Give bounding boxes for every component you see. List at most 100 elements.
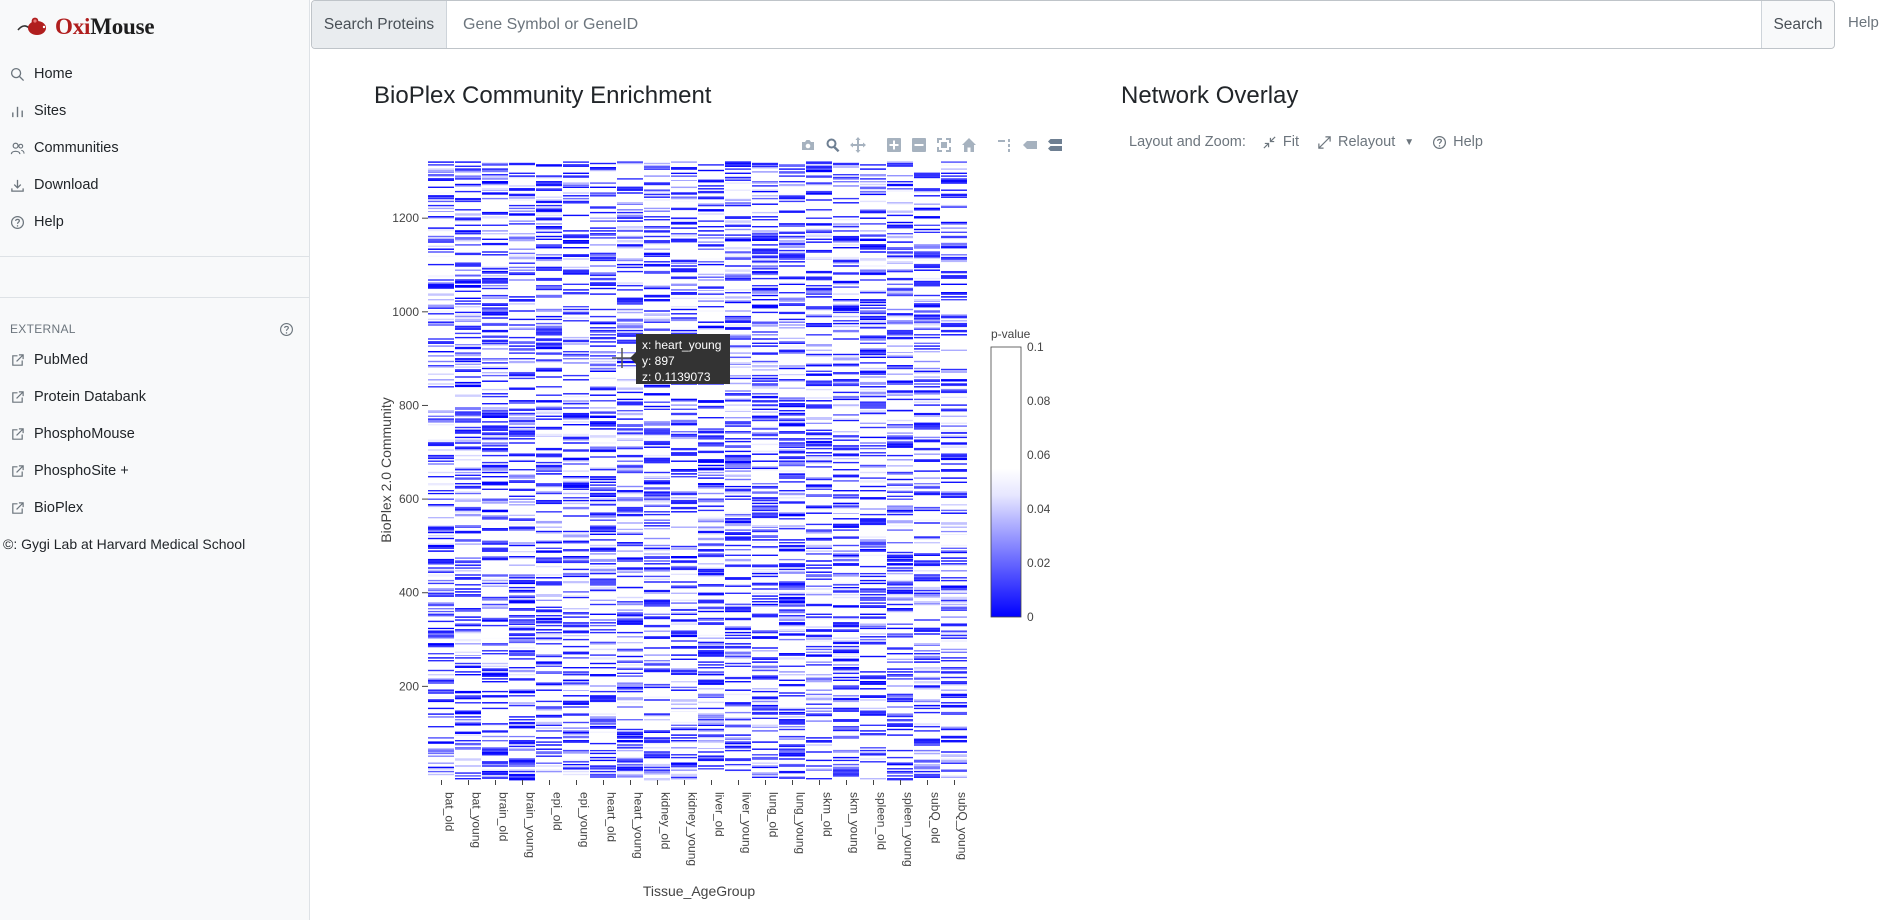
heatmap-cell bbox=[833, 363, 859, 365]
heatmap-cell bbox=[941, 162, 967, 166]
zoom-in-icon[interactable] bbox=[884, 135, 904, 155]
heatmap-cell bbox=[617, 297, 643, 300]
heatmap-cell bbox=[644, 713, 670, 715]
heatmap-cell bbox=[536, 643, 562, 645]
heatmap-cell bbox=[833, 365, 859, 367]
spike-lines-icon[interactable] bbox=[995, 135, 1015, 155]
heatmap-cell bbox=[617, 686, 643, 689]
top-help-link[interactable]: Help bbox=[1848, 14, 1879, 31]
heatmap-cell bbox=[536, 400, 562, 403]
heatmap-cell bbox=[455, 719, 481, 721]
network-help-button[interactable]: Help bbox=[1432, 134, 1483, 150]
heatmap-cell bbox=[428, 544, 454, 548]
heatmap-cell bbox=[428, 202, 454, 205]
nav-communities[interactable]: Communities bbox=[10, 134, 119, 162]
heatmap-cell bbox=[455, 638, 481, 642]
external-link-phosphosite[interactable]: PhosphoSite + bbox=[10, 457, 129, 485]
heatmap-cell bbox=[941, 276, 967, 279]
heatmap-cell bbox=[536, 484, 562, 486]
heatmap-cell bbox=[806, 530, 832, 533]
heatmap-cell bbox=[617, 324, 643, 327]
heatmap-cell bbox=[482, 307, 508, 309]
heatmap-cell bbox=[644, 544, 670, 547]
camera-icon[interactable] bbox=[798, 135, 818, 155]
heatmap-cell bbox=[887, 224, 913, 226]
heatmap-cell bbox=[725, 665, 751, 667]
heatmap-cell bbox=[644, 522, 670, 524]
heatmap-cell bbox=[617, 542, 643, 544]
heatmap-cell bbox=[887, 678, 913, 680]
heatmap-cell bbox=[428, 195, 454, 198]
heatmap-cell bbox=[806, 321, 832, 323]
heatmap-cell bbox=[482, 662, 508, 665]
heatmap-cell bbox=[428, 174, 454, 177]
heatmap-cell bbox=[455, 171, 481, 173]
nav-help[interactable]: Help bbox=[10, 208, 64, 236]
heatmap-cell bbox=[428, 579, 454, 582]
pan-icon[interactable] bbox=[848, 135, 868, 155]
heatmap-cell bbox=[752, 216, 778, 218]
heatmap-cell bbox=[725, 536, 751, 539]
heatmap-cell bbox=[536, 196, 562, 198]
heatmap-cell bbox=[590, 591, 616, 593]
heatmap-cell bbox=[752, 252, 778, 255]
question-circle-icon[interactable] bbox=[279, 322, 294, 337]
heatmap-cell bbox=[644, 474, 670, 476]
nav-home[interactable]: Home bbox=[10, 60, 73, 88]
heatmap-cell bbox=[536, 557, 562, 560]
heatmap-cell bbox=[455, 439, 481, 442]
heatmap-cell bbox=[590, 756, 616, 759]
heatmap-cell bbox=[833, 544, 859, 547]
protein-search-input[interactable] bbox=[447, 1, 1761, 48]
zoom-out-icon[interactable] bbox=[909, 135, 929, 155]
heatmap-cell bbox=[536, 752, 562, 755]
nav-download[interactable]: Download bbox=[10, 171, 99, 199]
heatmap-cell bbox=[914, 508, 940, 510]
zoom-icon[interactable] bbox=[823, 135, 843, 155]
heatmap-cell bbox=[644, 603, 670, 606]
heatmap-cell bbox=[725, 445, 751, 447]
autoscale-icon[interactable] bbox=[934, 135, 954, 155]
heatmap-cell bbox=[860, 311, 886, 315]
heatmap-cell bbox=[860, 681, 886, 683]
heatmap-cell bbox=[509, 762, 535, 765]
external-link-bioplex[interactable]: BioPlex bbox=[10, 494, 83, 522]
heatmap-cell bbox=[833, 223, 859, 226]
hover-closest-icon[interactable] bbox=[1020, 135, 1040, 155]
heatmap-cell bbox=[428, 366, 454, 368]
brand-logo[interactable]: OxiMouse bbox=[16, 12, 155, 42]
hover-compare-icon[interactable] bbox=[1045, 135, 1065, 155]
heatmap-cell bbox=[671, 741, 697, 743]
external-link-phosphomouse[interactable]: PhosphoMouse bbox=[10, 420, 135, 448]
heatmap-cell bbox=[887, 700, 913, 703]
nav-sites[interactable]: Sites bbox=[10, 97, 66, 125]
heatmap-cell bbox=[644, 494, 670, 497]
heatmap-cell bbox=[725, 693, 751, 696]
heatmap-cell bbox=[860, 168, 886, 170]
heatmap-cell bbox=[482, 498, 508, 501]
external-link-pubmed[interactable]: PubMed bbox=[10, 346, 88, 374]
heatmap-cell bbox=[806, 240, 832, 242]
search-button[interactable]: Search bbox=[1761, 1, 1834, 48]
heatmap-cell bbox=[482, 230, 508, 232]
heatmap-cell bbox=[482, 270, 508, 273]
heatmap-cell bbox=[752, 273, 778, 276]
external-link-protein-databank[interactable]: Protein Databank bbox=[10, 383, 146, 411]
heatmap-cell bbox=[455, 702, 481, 704]
heatmap-cell bbox=[887, 603, 913, 606]
home-icon[interactable] bbox=[959, 135, 979, 155]
heatmap-cell bbox=[698, 696, 724, 698]
heatmap-cell bbox=[941, 454, 967, 458]
heatmap-cell bbox=[833, 456, 859, 459]
heatmap-cell bbox=[779, 275, 805, 277]
heatmap-cell bbox=[806, 488, 832, 490]
heatmap-cell bbox=[779, 418, 805, 420]
heatmap-cell bbox=[806, 505, 832, 507]
heatmap-cell bbox=[806, 440, 832, 444]
heatmap-cell bbox=[806, 447, 832, 450]
relayout-dropdown[interactable]: Relayout ▼ bbox=[1317, 134, 1414, 150]
heatmap-cell bbox=[482, 516, 508, 520]
heatmap-cell bbox=[563, 459, 589, 462]
fit-button[interactable]: Fit bbox=[1262, 134, 1299, 150]
